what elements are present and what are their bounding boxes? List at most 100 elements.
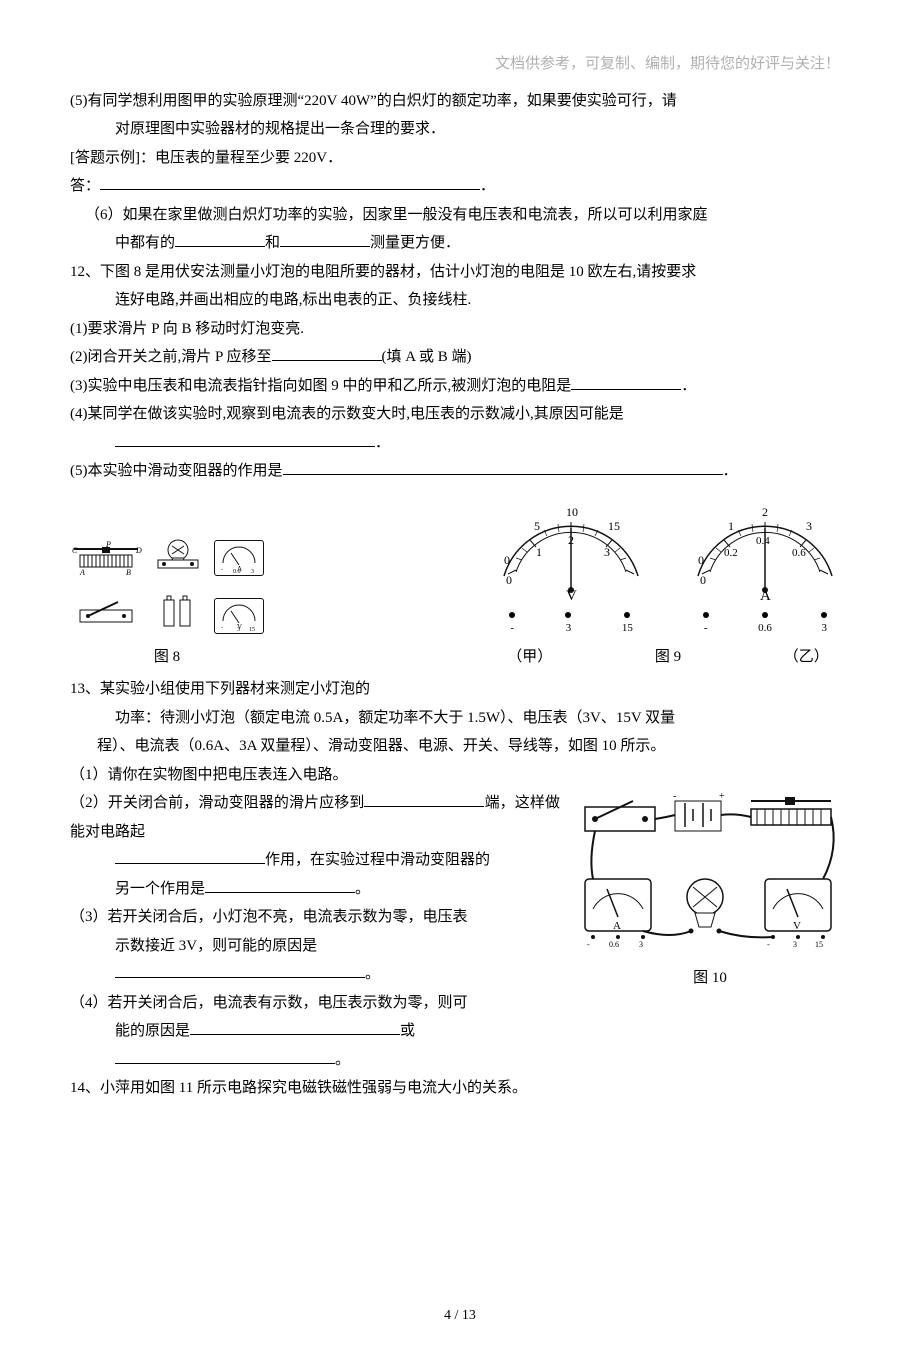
q13-s4b-text: 能的原因是	[115, 1023, 190, 1039]
v-tick-0u: 0	[504, 553, 510, 567]
q12-s2b: (填 A 或 B 端)	[382, 349, 472, 365]
fig8-caption: 图 8	[154, 643, 180, 672]
svg-text:-: -	[673, 791, 676, 802]
v-tick-5: 5	[534, 519, 540, 533]
q6-text-c: 测量更方便．	[370, 235, 460, 251]
q5-line1: (5)有同学想利用图甲的实验原理测“220V 40W”的白炽灯的额定功率，如果要…	[70, 87, 850, 116]
v-unit: V	[566, 588, 577, 602]
svg-text:-: -	[767, 940, 770, 949]
q13-s1: （1）请你在实物图中把电压表连入电路。	[70, 761, 850, 790]
svg-text:0.6: 0.6	[233, 569, 241, 573]
svg-text:0.2: 0.2	[724, 547, 738, 559]
svg-text:A: A	[760, 588, 771, 602]
svg-text:0.4: 0.4	[756, 535, 770, 547]
figure-10: -+ A -0.63 V -315	[570, 789, 850, 992]
q12-s3a: (3)实验中电压表和电流表指针指向如图 9 中的甲和乙所示,被测灯泡的电阻是	[70, 378, 571, 394]
svg-text:-: -	[587, 940, 590, 949]
q6-blank-1[interactable]	[175, 231, 265, 247]
figure-9: 0 5 10 15 0 1 2 3 V - 3 15	[486, 492, 850, 672]
q12-s3-blank[interactable]	[571, 374, 681, 390]
svg-text:V: V	[793, 920, 801, 932]
svg-text:3: 3	[251, 569, 254, 573]
q13-s2-blank3[interactable]	[205, 877, 355, 893]
q13-s2a: （2）开关闭合前，滑动变阻器的滑片应移到	[70, 795, 364, 811]
q14: 14、小萍用如图 11 所示电路探究电磁铁磁性强弱与电流大小的关系。	[70, 1074, 850, 1103]
q13-s4a: （4）若开关闭合后，电流表有示数，电压表示数为零，则可	[70, 989, 850, 1018]
q13-s2-blank1[interactable]	[364, 791, 484, 807]
q13-s3-blank[interactable]	[115, 962, 365, 978]
a-terminals: - 0.6 3	[680, 612, 850, 639]
q13-s4c: 或	[400, 1023, 415, 1039]
fig9-voltmeter: 0 5 10 15 0 1 2 3 V - 3 15	[486, 492, 656, 639]
q12-s5-blank[interactable]	[283, 459, 723, 475]
q12-s5: (5)本实验中滑动变阻器的作用是 ．	[70, 457, 850, 486]
rheostat-icon: C D A B P	[70, 541, 142, 575]
svg-text:-: -	[221, 567, 223, 573]
svg-text:-: -	[221, 625, 223, 631]
q5-line2: 对原理图中实验器材的规格提出一条合理的要求．	[70, 115, 850, 144]
q13-line1: 13、某实验小组使用下列器材来测定小灯泡的	[70, 675, 850, 704]
q13-s2c-text: 作用，在实验过程中滑动变阻器的	[265, 852, 490, 868]
svg-text:P: P	[105, 541, 111, 549]
q12-s2-blank[interactable]	[272, 345, 382, 361]
v-tick-0l: 0	[506, 573, 512, 587]
v-tick-15: 15	[608, 519, 620, 533]
q13-s4d-text: 。	[335, 1052, 350, 1068]
q12-s5a: (5)本实验中滑动变阻器的作用是	[70, 463, 283, 479]
svg-text:+: +	[719, 791, 725, 802]
q12-s4-suffix: ．	[375, 435, 390, 451]
q12-s1: (1)要求滑片 P 向 B 移动时灯泡变亮.	[70, 315, 850, 344]
q6-text-a: 中都有的	[115, 235, 175, 251]
svg-text:0: 0	[700, 573, 706, 587]
svg-text:B: B	[126, 568, 131, 575]
q6-blank-2[interactable]	[280, 231, 370, 247]
ammeter-small-icon: A - 0.6 3	[214, 540, 264, 576]
q6-line1: （6）如果在家里做测白炽灯功率的实验，因家里一般没有电压表和电流表，所以可以利用…	[70, 201, 850, 230]
q12-s4-blank[interactable]	[115, 431, 375, 447]
fig10-caption: 图 10	[570, 964, 850, 993]
q12-s2a: (2)闭合开关之前,滑片 P 应移至	[70, 349, 272, 365]
q13-s4-blank1[interactable]	[190, 1019, 400, 1035]
q12-s2: (2)闭合开关之前,滑片 P 应移至 (填 A 或 B 端)	[70, 343, 850, 372]
q13-line3: 程）、电流表（0.6A、3A 双量程）、滑动变阻器、电源、开关、导线等，如图 1…	[70, 732, 850, 761]
svg-text:C: C	[72, 546, 78, 555]
q13-s2e: 。	[355, 881, 370, 897]
answer-prefix: 答：	[70, 178, 100, 194]
svg-text:D: D	[135, 546, 142, 555]
q12-s5b: ．	[723, 463, 738, 479]
v-tick-1: 1	[536, 545, 542, 559]
q12-s3b: ．	[681, 378, 696, 394]
v-tick-3: 3	[604, 545, 610, 559]
svg-text:3: 3	[237, 627, 240, 631]
svg-text:3: 3	[639, 940, 643, 949]
battery-icon	[158, 590, 198, 641]
q13-s2-blank2[interactable]	[115, 848, 265, 864]
switch-icon	[78, 596, 134, 635]
q12-s4: (4)某同学在做该实验时,观察到电流表的示数变大时,电压表的示数减小,其原因可能…	[70, 400, 850, 429]
fig9-label-yi: （乙）	[784, 643, 829, 672]
svg-text:A: A	[613, 920, 621, 932]
fig9-caption: 图 9	[655, 643, 681, 672]
svg-text:0.6: 0.6	[792, 547, 806, 559]
q13-line2: 功率：待测小灯泡（额定电流 0.5A，额定功率不大于 1.5W）、电压表（3V、…	[70, 704, 850, 733]
fig10-circuit-icon: -+ A -0.63 V -315	[575, 789, 845, 949]
q6-text-b: 和	[265, 235, 280, 251]
q12-line1: 12、下图 8 是用伏安法测量小灯泡的电阻所要的器材，估计小灯泡的电阻是 10 …	[70, 258, 850, 287]
answer-line: 答：．	[70, 172, 850, 201]
answer-blank[interactable]	[100, 174, 480, 190]
figure-8: C D A B P	[70, 536, 264, 672]
v-terminals: - 3 15	[486, 612, 656, 639]
q6-line2: 中都有的 和 测量更方便．	[70, 229, 850, 258]
voltmeter-small-icon: V - 3 15	[214, 598, 264, 634]
svg-text:3: 3	[793, 940, 797, 949]
q13-s2d-text: 另一个作用是	[115, 881, 205, 897]
svg-text:15: 15	[815, 940, 823, 949]
svg-text:1: 1	[728, 519, 734, 533]
bulb-icon	[156, 536, 200, 581]
q13-s4d: 。	[70, 1046, 850, 1075]
svg-text:2: 2	[762, 505, 768, 519]
q13-s4b: 能的原因是 或	[70, 1017, 850, 1046]
svg-text:15: 15	[249, 627, 255, 631]
q13-s4-blank2[interactable]	[115, 1048, 335, 1064]
figures-row: C D A B P	[70, 492, 850, 672]
